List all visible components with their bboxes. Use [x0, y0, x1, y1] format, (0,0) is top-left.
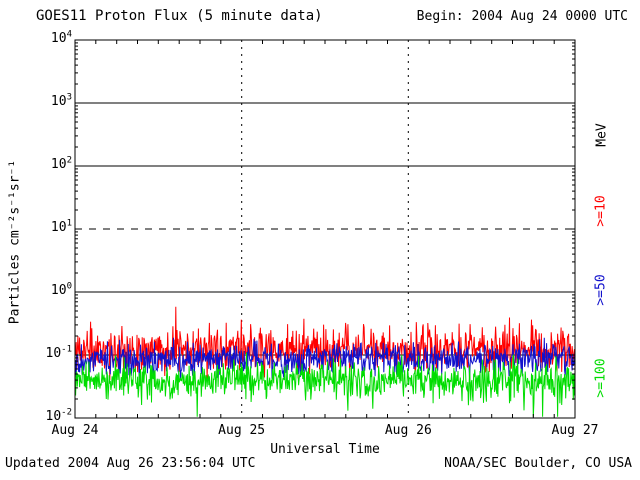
begin-timestamp: Begin: 2004 Aug 24 0000 UTC — [416, 9, 628, 24]
x-tick-label: Aug 25 — [218, 423, 266, 438]
x-axis-label: Universal Time — [270, 442, 380, 457]
series-line-50 — [75, 337, 575, 383]
mev-unit-label: MeV — [594, 123, 610, 147]
series-group — [75, 306, 575, 417]
x-tick-label: Aug 26 — [384, 423, 432, 438]
series-label-10: >=10 — [593, 195, 609, 227]
plot-frame — [74, 39, 576, 419]
y-tick-label: 104 — [50, 29, 72, 46]
x-tick-label: Aug 24 — [51, 423, 99, 438]
y-tick-label: 103 — [50, 92, 72, 109]
y-axis-label: Particles cm⁻²s⁻¹sr⁻¹ — [7, 159, 23, 325]
series-line-100 — [75, 352, 575, 417]
y-tick-label: 10-2 — [45, 407, 73, 424]
y-tick-label: 101 — [50, 218, 72, 235]
credit-label: NOAA/SEC Boulder, CO USA — [444, 456, 632, 471]
chart-title: GOES11 Proton Flux (5 minute data) — [36, 8, 323, 24]
series-label-100: >=100 — [593, 358, 609, 398]
x-tick-label: Aug 27 — [551, 423, 599, 438]
y-tick-label: 100 — [50, 281, 72, 298]
series-label-50: >=50 — [593, 274, 609, 306]
updated-timestamp: Updated 2004 Aug 26 23:56:04 UTC — [5, 456, 256, 471]
y-tick-label: 102 — [50, 155, 72, 172]
series-line-10 — [75, 306, 575, 381]
y-tick-label: 10-1 — [45, 344, 73, 361]
